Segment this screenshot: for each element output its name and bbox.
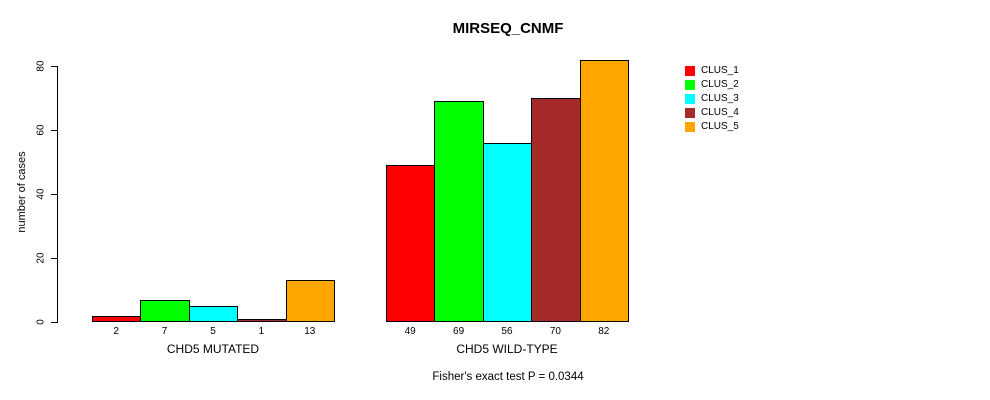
y-axis-tick-label: 60 <box>35 124 47 136</box>
legend-label: CLUS_2 <box>701 79 739 90</box>
legend-swatch-icon <box>685 108 695 118</box>
legend-label: CLUS_3 <box>701 93 739 104</box>
bar-CLUS_2-CHD5 WILD-TYPE <box>434 101 484 322</box>
y-axis-line <box>57 66 58 323</box>
bar-value-label: 49 <box>404 326 416 337</box>
legend: CLUS_1 CLUS_2 CLUS_3 CLUS_4 CLUS_5 <box>685 64 739 134</box>
legend-label: CLUS_1 <box>701 65 739 76</box>
y-axis-tick-label: 0 <box>35 319 47 325</box>
bar-CLUS_1-CHD5 WILD-TYPE <box>386 165 436 322</box>
legend-swatch-icon <box>685 66 695 76</box>
bar-value-label: 82 <box>598 326 610 337</box>
legend-label: CLUS_4 <box>701 107 739 118</box>
legend-swatch-icon <box>685 80 695 90</box>
fisher-test-caption: Fisher's exact test P = 0.0344 <box>432 371 584 383</box>
bar-value-label: 13 <box>304 326 316 337</box>
bar-value-label: 2 <box>113 326 119 337</box>
legend-item-CLUS_3: CLUS_3 <box>685 92 739 106</box>
y-axis-label: number of cases <box>16 151 28 233</box>
y-axis-tick-label: 80 <box>35 60 47 72</box>
bar-CLUS_5-CHD5 WILD-TYPE <box>579 59 629 322</box>
y-axis-tick <box>51 258 57 259</box>
bar-value-label: 7 <box>161 326 168 337</box>
y-axis-tick-label: 20 <box>35 252 47 264</box>
group-label-CHD5 WILD-TYPE: CHD5 WILD-TYPE <box>456 342 558 356</box>
chart-title: MIRSEQ_CNMF <box>452 20 564 37</box>
bar-value-label: 5 <box>210 326 216 337</box>
bar-value-label: 56 <box>501 326 513 337</box>
legend-item-CLUS_5: CLUS_5 <box>685 120 739 134</box>
group-label-CHD5 MUTATED: CHD5 MUTATED <box>166 342 260 356</box>
bar-CLUS_4-CHD5 WILD-TYPE <box>531 98 581 322</box>
legend-item-CLUS_2: CLUS_2 <box>685 78 739 92</box>
bar-value-label: 1 <box>258 326 265 337</box>
bar-CLUS_5-CHD5 MUTATED <box>285 280 335 322</box>
bar-value-label: 70 <box>549 326 561 337</box>
bar-CLUS_1-CHD5 MUTATED <box>92 315 142 322</box>
legend-item-CLUS_4: CLUS_4 <box>685 106 739 120</box>
bar-CLUS_3-CHD5 WILD-TYPE <box>482 142 533 322</box>
bar-CLUS_4-CHD5 MUTATED <box>237 318 287 322</box>
y-axis-tick <box>51 194 57 195</box>
bar-value-label: 69 <box>453 326 465 337</box>
legend-item-CLUS_1: CLUS_1 <box>685 64 739 78</box>
bar-CLUS_2-CHD5 MUTATED <box>140 299 190 322</box>
y-axis-tick <box>51 322 57 323</box>
y-axis-tick <box>51 66 57 67</box>
legend-label: CLUS_5 <box>701 121 739 132</box>
legend-swatch-icon <box>685 122 695 132</box>
legend-swatch-icon <box>685 94 695 104</box>
bar-CLUS_3-CHD5 MUTATED <box>188 306 239 322</box>
y-axis-tick <box>51 130 57 131</box>
y-axis-tick-label: 40 <box>35 188 47 200</box>
